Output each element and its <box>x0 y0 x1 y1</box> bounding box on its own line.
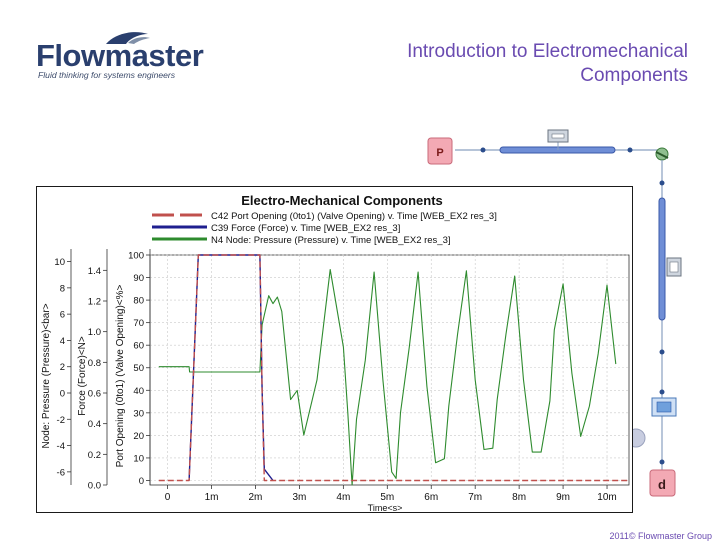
pressure-source-label: P <box>436 147 443 159</box>
y-tick-label-2-1: 10 <box>133 453 144 464</box>
x-tick-label-1: 1m <box>205 492 219 503</box>
x-tick-label-3: 3m <box>292 492 306 503</box>
pipe-vertical <box>658 197 666 321</box>
y-tick-label-2-0: 0 <box>139 476 144 487</box>
y-tick-label-2-4: 40 <box>133 386 144 397</box>
legend-label-2: N4 Node: Pressure (Pressure) v. Time [WE… <box>211 235 451 246</box>
y-tick-label-0-6: 6 <box>60 310 65 321</box>
y-tick-label-0-5: 4 <box>60 336 65 347</box>
y-tick-label-2-7: 70 <box>133 318 144 329</box>
y-tick-label-2-8: 80 <box>133 296 144 307</box>
y-tick-label-1-3: 0.6 <box>88 389 101 400</box>
actuator-icon <box>651 397 677 417</box>
y-tick-label-1-5: 1.0 <box>88 327 101 338</box>
y-axis-label-0: Node: Pressure (Pressure)<bar> <box>41 303 52 448</box>
brand-name: Flowmaster <box>36 38 204 73</box>
y-tick-label-1-7: 1.4 <box>88 266 101 277</box>
y-tick-label-1-6: 1.2 <box>88 297 101 308</box>
y-tick-label-0-2: -2 <box>57 415 65 426</box>
footer-copyright: 2011© Flowmaster Group <box>609 531 712 541</box>
chart-title: Electro-Mechanical Components <box>241 193 443 208</box>
y-tick-label-1-1: 0.2 <box>88 450 101 461</box>
x-tick-label-7: 7m <box>468 492 482 503</box>
y-tick-label-2-6: 60 <box>133 341 144 352</box>
legend-label-0: C42 Port Opening (0to1) (Valve Opening) … <box>211 211 497 222</box>
y-tick-label-2-5: 50 <box>133 363 144 374</box>
y-tick-label-0-1: -4 <box>57 441 65 452</box>
slide-title-line1: Introduction to Electromechanical <box>407 41 688 62</box>
x-tick-label-5: 5m <box>380 492 394 503</box>
pressure-source-icon <box>427 137 453 165</box>
y-tick-label-0-0: -6 <box>57 467 65 478</box>
demand-icon <box>649 469 676 497</box>
y-tick-label-1-4: 0.8 <box>88 358 101 369</box>
y-tick-label-2-9: 90 <box>133 273 144 284</box>
y-tick-label-0-7: 8 <box>60 283 65 294</box>
x-tick-label-6: 6m <box>424 492 438 503</box>
x-tick-label-10: 10m <box>597 492 616 503</box>
x-tick-label-0: 0 <box>165 492 171 503</box>
y-tick-label-2-3: 30 <box>133 408 144 419</box>
y-tick-label-1-0: 0.0 <box>88 481 101 492</box>
y-tick-label-0-3: 0 <box>60 389 65 400</box>
sensor-icon <box>547 129 569 143</box>
gauge-icon <box>666 257 682 277</box>
y-axis-label-2: Port Opening (0to1) (Valve Opening)<%> <box>115 284 126 467</box>
y-tick-label-0-4: 2 <box>60 362 65 373</box>
y-tick-label-2-10: 100 <box>128 251 144 262</box>
x-tick-label-8: 8m <box>512 492 526 503</box>
y-tick-label-2-2: 20 <box>133 431 144 442</box>
legend-label-1: C39 Force (Force) v. Time [WEB_EX2 res_3… <box>211 223 400 234</box>
x-axis-label: Time<s> <box>368 503 403 513</box>
x-tick-label-2: 2m <box>249 492 263 503</box>
brand-tagline: Fluid thinking for systems engineers <box>38 70 176 80</box>
series-line-0 <box>158 254 629 482</box>
demand-label: d <box>658 477 666 492</box>
y-tick-label-0-8: 10 <box>54 257 65 268</box>
slide-title: Introduction to Electromechanical Compon… <box>348 40 688 88</box>
x-tick-label-9: 9m <box>556 492 570 503</box>
y-axis-label-1: Force (Force)<N> <box>77 336 88 416</box>
x-tick-label-4: 4m <box>336 492 350 503</box>
y-tick-label-1-2: 0.4 <box>88 419 101 430</box>
slide-title-line2: Components <box>580 65 688 86</box>
electro-mechanical-chart: Electro-Mechanical Components C42 Port Op… <box>41 193 630 513</box>
flowmaster-swirl-icon <box>106 32 150 44</box>
pipe-horizontal <box>499 146 616 154</box>
flowmaster-logo: Flowmaster Fluid thinking for systems en… <box>36 30 204 80</box>
chart-panel: Electro-Mechanical Components C42 Port Op… <box>36 186 633 513</box>
valve-icon <box>655 147 669 161</box>
series-line-2 <box>158 268 617 486</box>
